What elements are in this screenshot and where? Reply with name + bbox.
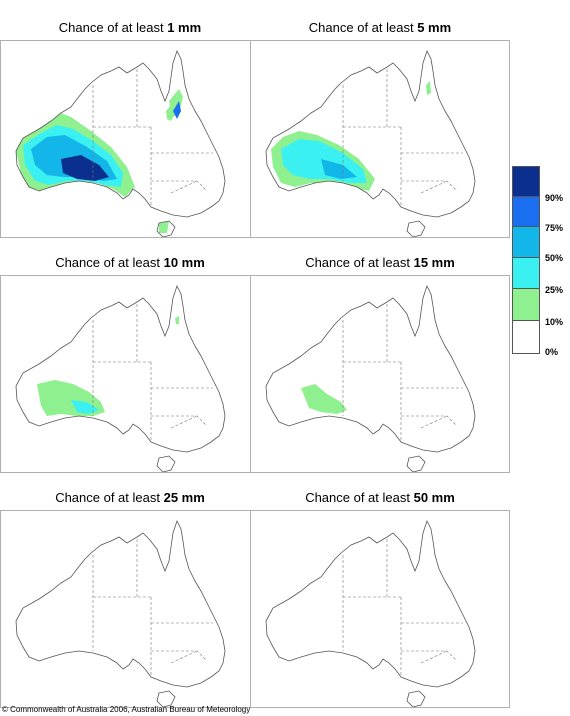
- mainland-coastline: [15, 284, 226, 453]
- legend-label-50: 50%: [545, 253, 564, 263]
- probability-region: [301, 384, 347, 414]
- tasmania-coastline: [406, 220, 426, 237]
- mainland-coastline: [15, 519, 226, 688]
- panel-title: Chance of at least 1 mm: [58, 20, 202, 35]
- panel-title: Chance of at least 25 mm: [55, 490, 205, 505]
- rain-probability-shading: [271, 81, 431, 191]
- tasmania-coastline: [156, 220, 176, 237]
- probability-region: [61, 155, 109, 181]
- legend-label-25: 25%: [545, 285, 564, 295]
- probability-region: [426, 81, 431, 95]
- state-border: [170, 415, 198, 429]
- rain-probability-shading: [16, 89, 183, 233]
- legend-label-10: 10%: [545, 317, 564, 327]
- state-border: [401, 650, 458, 662]
- mainland-coastline: [15, 49, 226, 218]
- map-australia-15mm: [250, 275, 510, 473]
- panel-15mm: Chance of at least 15 mm: [250, 253, 510, 473]
- probability-region: [321, 159, 357, 179]
- panel-50mm: Chance of at least 50 mm: [250, 488, 510, 708]
- rain-probability-shading: [301, 384, 347, 414]
- legend-swatch-50: [512, 226, 540, 257]
- legend-label-0: 0%: [545, 347, 559, 357]
- state-border: [420, 415, 448, 429]
- probability-legend: 90% 75% 50% 25% 10% 0%: [512, 166, 570, 360]
- australia-map-svg: [15, 519, 226, 707]
- legend-label-90: 90%: [545, 193, 564, 203]
- legend-swatch-90: [512, 166, 540, 196]
- probability-region: [173, 101, 181, 119]
- panel-title: Chance of at least 15 mm: [305, 255, 455, 270]
- state-border: [151, 180, 208, 192]
- map-australia-50mm: [250, 510, 510, 708]
- legend-swatch-25: [512, 257, 540, 288]
- legend-swatch-75: [512, 196, 540, 226]
- map-australia-10mm: [0, 275, 260, 473]
- panel-title: Chance of at least 50 mm: [305, 490, 455, 505]
- mainland-coastline: [265, 519, 476, 688]
- state-border: [170, 650, 198, 664]
- panel-title: Chance of at least 5 mm: [308, 20, 452, 35]
- legend-swatch-0: [512, 320, 540, 354]
- australia-map-svg: [265, 519, 476, 707]
- panel-5mm: Chance of at least 5 mm: [250, 18, 510, 238]
- panel-25mm: Chance of at least 25 mm: [0, 488, 260, 708]
- australia-map-svg: [265, 49, 476, 237]
- map-australia-5mm: [250, 40, 510, 238]
- map-australia-25mm: [0, 510, 260, 708]
- australia-map-svg: [15, 284, 226, 472]
- tasmania-coastline: [156, 455, 176, 472]
- probability-region: [71, 400, 99, 414]
- state-border: [401, 415, 458, 427]
- panel-title: Chance of at least 10 mm: [55, 255, 205, 270]
- state-border: [420, 180, 448, 194]
- legend-swatch-10: [512, 288, 540, 320]
- state-border: [151, 415, 208, 427]
- panel-1mm: Chance of at least 1 mm: [0, 18, 260, 238]
- rain-probability-shading: [37, 316, 179, 416]
- state-border: [151, 650, 208, 662]
- mainland-coastline: [265, 284, 476, 453]
- state-border: [170, 180, 198, 194]
- tasmania-coastline: [406, 455, 426, 472]
- probability-region: [159, 221, 169, 233]
- tasmania-coastline: [406, 690, 426, 707]
- map-australia-1mm: [0, 40, 260, 238]
- australia-map-svg: [15, 49, 226, 237]
- legend-label-75: 75%: [545, 223, 564, 233]
- state-border: [401, 180, 458, 192]
- state-border: [420, 650, 448, 664]
- panel-10mm: Chance of at least 10 mm: [0, 253, 260, 473]
- copyright-notice: © Commonwealth of Australia 2006, Austra…: [2, 705, 251, 714]
- mainland-coastline: [265, 49, 476, 218]
- tasmania-coastline: [156, 690, 176, 707]
- australia-map-svg: [265, 284, 476, 472]
- probability-region: [175, 316, 179, 324]
